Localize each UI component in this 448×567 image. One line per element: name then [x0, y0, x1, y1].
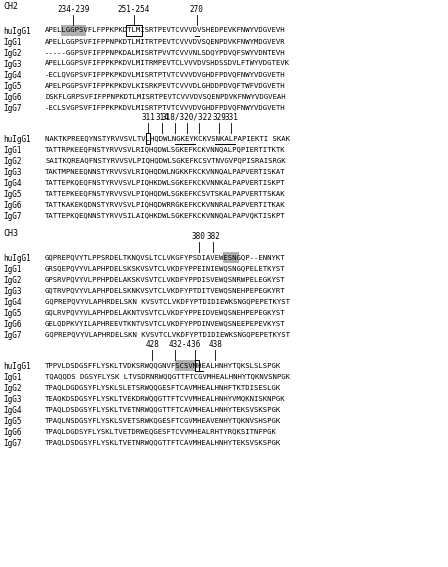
Text: GQPREPQVYVLAPHRDELSKN KVSVTCLVKDFYPTDIDIEWKSNGQPEPETKYST: GQPREPQVYVLAPHRDELSKN KVSVTCLVKDFYPTDIDI…	[45, 298, 290, 304]
Text: IgG6: IgG6	[3, 428, 22, 437]
Text: 270: 270	[190, 5, 204, 14]
Text: GELQDPKVYILAPHREEVTKNTVSVTCLVKDFYPPDINVEWQSNEEPEPEVKYST: GELQDPKVYILAPHREEVTKNTVSVTCLVKDFYPPDINVE…	[45, 320, 286, 326]
Bar	[126, 25, 142, 36]
Text: IgG6: IgG6	[3, 93, 22, 102]
Text: IgG2: IgG2	[3, 384, 22, 393]
Text: TATTEPKQEQNNSTYRVVSILAIQHKDWLSGKEFKCKVNNQALPAPVQKTISKPT: TATTEPKQEQNNSTYRVVSILAIQHKDWLSGKEFKCKVNN…	[45, 212, 286, 218]
Text: 234-239: 234-239	[57, 5, 90, 14]
Text: 311: 311	[141, 113, 155, 122]
Text: 251-254: 251-254	[118, 5, 150, 14]
Text: TPAQLDSDGSYFLYSKLTVETNRWQQGTTFTCAVMHEALHNHYTEKSVSKSPGK: TPAQLDSDGSYFLYSKLTVETNRWQQGTTFTCAVMHEALH…	[45, 406, 281, 412]
Bar	[195, 360, 199, 371]
Text: NAKTKPREEQYNSTYRVVSVLTVLHQDWLNGKEYKCKVSNKALPAPIEKTI SKAK: NAKTKPREEQYNSTYRVVSVLTVLHQDWLNGKEYKCKVSN…	[45, 135, 290, 141]
Text: 432-436: 432-436	[168, 340, 201, 349]
Text: TPAQLNSDGSYFLYSKLSVETSRWKQGESFTCGVMHEAVENHYTQKNVSHSPGK: TPAQLNSDGSYFLYSKLSVETSRWKQGESFTCGVMHEAVE…	[45, 417, 281, 423]
Text: IgG4: IgG4	[3, 71, 22, 80]
Text: IgG4: IgG4	[3, 179, 22, 188]
Text: GQPREPQVYTLPPSRDELTKNQVSLTCLVKGFYPSDIAVEWESNGQP--ENNYKT: GQPREPQVYTLPPSRDELTKNQVSLTCLVKGFYPSDIAVE…	[45, 254, 286, 260]
Text: IgG5: IgG5	[3, 309, 22, 318]
Text: CH3: CH3	[3, 229, 18, 238]
Text: IgG1: IgG1	[3, 373, 22, 382]
Text: GQLRVPQVYVLAPHPDELAKNTVSVTCLVKDFYPPEIDVEWQSNEHPEPEGKYST: GQLRVPQVYVLAPHPDELAKNTVSVTCLVKDFYPPEIDVE…	[45, 309, 286, 315]
Text: IgG5: IgG5	[3, 82, 22, 91]
Text: IgG5: IgG5	[3, 190, 22, 199]
Text: GPSRVPQVYVLPPHPDELAKSKVSVTCLVKDFYPPDISVEWQSNRWPELEGKYST: GPSRVPQVYVLPPHPDELAKSKVSVTCLVKDFYPPDISVE…	[45, 276, 286, 282]
Text: 331: 331	[224, 113, 238, 122]
Text: APELLGGPSVFIFPPKPKDVLMITRMPEVTCLVVVDVSHDSSDVLFTWYVDGTEVK: APELLGGPSVFIFPPKPKDVLMITRMPEVTCLVVVDVSHD…	[45, 60, 290, 66]
Text: TATTEPKEEQFNSTYRVVSVLPIQHQDWLSGKEFKCSVTSKALPAPVERTTSKAK: TATTEPKEEQFNSTYRVVSVLPIQHQDWLSGKEFKCSVTS…	[45, 190, 286, 196]
Text: huIgG1: huIgG1	[3, 27, 31, 36]
Text: 318/320/322: 318/320/322	[161, 113, 212, 122]
Text: TPAQLDGDSYFLYSKLTVETDRWEQGESFTCVVMHEALRHTYRQKSITNFPGK: TPAQLDGDSYFLYSKLTVETDRWEQGESFTCVVMHEALRH…	[45, 428, 277, 434]
Text: 438: 438	[208, 340, 222, 349]
Text: 428: 428	[146, 340, 159, 349]
Text: GQPREPQVYVLAPHRDELSKN KVSVTCLVKDFYPTDIDIEWKSNGQPEPETKYST: GQPREPQVYVLAPHRDELSKN KVSVTCLVKDFYPTDIDI…	[45, 331, 290, 337]
Text: CH2: CH2	[3, 2, 18, 11]
Text: IgG1: IgG1	[3, 38, 22, 47]
Text: IgG3: IgG3	[3, 168, 22, 177]
Text: -----GGPSVFIFPPNPKDALMISRTPVVTCVVVNLSDQYPDVQFSWYVDNTEVH: -----GGPSVFIFPPNPKDALMISRTPVVTCVVVNLSDQY…	[45, 49, 286, 55]
Text: huIgG1: huIgG1	[3, 254, 31, 263]
Text: APELPGGPSVFIFPPKPKDVLKISRKPEVTCVVVDLGHDDPDVQFTWFVDGVETH: APELPGGPSVFIFPPKPKDVLKISRKPEVTCVVVDLGHDD…	[45, 82, 286, 88]
Text: TPPVLDSDGSFFLYSKLTVDKSRWQQGNVFSCSVMHEALHNHYTQKSLSLSPGK: TPPVLDSDGSFFLYSKLTVDKSRWQQGNVFSCSVMHEALH…	[45, 362, 281, 368]
Text: IgG2: IgG2	[3, 49, 22, 58]
Text: IgG4: IgG4	[3, 406, 22, 415]
Text: huIgG1: huIgG1	[3, 362, 31, 371]
Text: IgG5: IgG5	[3, 417, 22, 426]
Text: SAITKQREAQFNSTYRVVSVLPIQHQDWLSGKEFKCSVTNVGVPQPISRAISRGK: SAITKQREAQFNSTYRVVSVLPIQHQDWLSGKEFKCSVTN…	[45, 157, 286, 163]
Text: APELLGGPSVFIFPPNPKDTLMITRTPEVTCVVVDVSQENPDVKFNWYMDGVEVR: APELLGGPSVFIFPPNPKDTLMITRTPEVTCVVVDVSQEN…	[45, 38, 286, 44]
Text: TATTEPKQEQFNSTYRVVSVLPIQHKDWLSGKEFKCKVNNKALPAPVERTISKPT: TATTEPKQEQFNSTYRVVSVLPIQHKDWLSGKEFKCKVNN…	[45, 179, 286, 185]
Text: IgG7: IgG7	[3, 212, 22, 221]
Text: TEAQKDSDGSYFLYSKLTVEKDRWQQGTTFTCVVMHEALHNHYVMQKNISKNPGK: TEAQKDSDGSYFLYSKLTVEKDRWQQGTTFTCVVMHEALH…	[45, 395, 286, 401]
Text: TATTKAKEKQDNSTYRVVSVLPIQHQDWRRGKEFKCKVNNRALPAPVERTITKAK: TATTKAKEKQDNSTYRVVSVLPIQHQDWRRGKEFKCKVNN…	[45, 201, 286, 207]
Text: DSKFLGRPSVFIFPPNPKDTLMISRTPEVTCVVVDVSQENPDVKFNWYVDGVEAH: DSKFLGRPSVFIFPPNPKDTLMISRTPEVTCVVVDVSQEN…	[45, 93, 286, 99]
Text: -ECLQVGPSVFIFPPKPKDVLMISRTPTVTCVVVDVGHDFPDVQFNWYVDGVETH: -ECLQVGPSVFIFPPKPKDVLMISRTPTVTCVVVDVGHDF…	[45, 71, 286, 77]
Text: IgG6: IgG6	[3, 201, 22, 210]
Text: IgG6: IgG6	[3, 320, 22, 329]
Text: APELLGGPSVFLFPPKPKDTLMISRTPEVTCVVVDVSHEDPEVKFNWYVDGVEVH: APELLGGPSVFLFPPKPKDTLMISRTPEVTCVVVDVSHED…	[45, 27, 286, 33]
Text: TATTRPKEEQFNSTYRVVSVLRIQHQDWLSGKEFKCKVNNQALPQPIERTITKTK: TATTRPKEEQFNSTYRVVSVLRIQHQDWLSGKEFKCKVNN…	[45, 146, 286, 152]
Text: GRSQEPQVYVLAPHPDELSKSKVSVTCLVKDFYPPEINIEWQSNGQPELETKYST: GRSQEPQVYVLAPHPDELSKSKVSVTCLVKDFYPPEINIE…	[45, 265, 286, 271]
Text: 382: 382	[206, 232, 220, 241]
Text: 380: 380	[192, 232, 206, 241]
Bar	[223, 252, 239, 263]
Text: IgG4: IgG4	[3, 298, 22, 307]
Text: IgG2: IgG2	[3, 276, 22, 285]
Text: huIgG1: huIgG1	[3, 135, 31, 144]
Bar	[61, 25, 86, 36]
Text: IgG3: IgG3	[3, 287, 22, 296]
Text: IgG1: IgG1	[3, 146, 22, 155]
Text: 314: 314	[155, 113, 169, 122]
Text: 329: 329	[212, 113, 226, 122]
Text: -ECLSVGPSVFIFPPKPKDVLMISRTPTVTCVVVDVGHDFPDVQFNWYVDGVETH: -ECLSVGPSVFIFPPKPKDVLMISRTPTVTCVVVDVGHDF…	[45, 104, 286, 110]
Text: GQTRVPQVYVLAPHPDELSKNKVSVTCLVKDFYPTDITVEWQSNEHPEPEGKYRT: GQTRVPQVYVLAPHPDELSKNKVSVTCLVKDFYPTDITVE…	[45, 287, 286, 293]
Text: TQAQQDS DGSYFLYSK LTVSDRNRWQQGTTFTCGVMHEALHNHYTQKNVSNPGK: TQAQQDS DGSYFLYSK LTVSDRNRWQQGTTFTCGVMHE…	[45, 373, 290, 379]
Text: IgG7: IgG7	[3, 331, 22, 340]
Text: TPAQLDSDGSYFLYSKLTVETNRWQQGTTFTCAVMHEALHNHYTEKSVSKSPGK: TPAQLDSDGSYFLYSKLTVETNRWQQGTTFTCAVMHEALH…	[45, 439, 281, 445]
Text: IgG7: IgG7	[3, 439, 22, 448]
Text: IgG7: IgG7	[3, 104, 22, 113]
Bar	[175, 360, 195, 371]
Text: IgG2: IgG2	[3, 157, 22, 166]
Text: IgG3: IgG3	[3, 60, 22, 69]
Text: IgG1: IgG1	[3, 265, 22, 274]
Bar	[146, 133, 150, 144]
Text: TAKTMPNEEQNNSTYRVVSVLRIQHQDWLNGKKFKCKVNNQALPAPVERTISKAT: TAKTMPNEEQNNSTYRVVSVLRIQHQDWLNGKKFKCKVNN…	[45, 168, 286, 174]
Text: TPAQLDGDGSYFLYSKLSLETSRWQQGESFTCAVMHEALHNHFTKTDISESLGK: TPAQLDGDGSYFLYSKLSLETSRWQQGESFTCAVMHEALH…	[45, 384, 281, 390]
Text: IgG3: IgG3	[3, 395, 22, 404]
